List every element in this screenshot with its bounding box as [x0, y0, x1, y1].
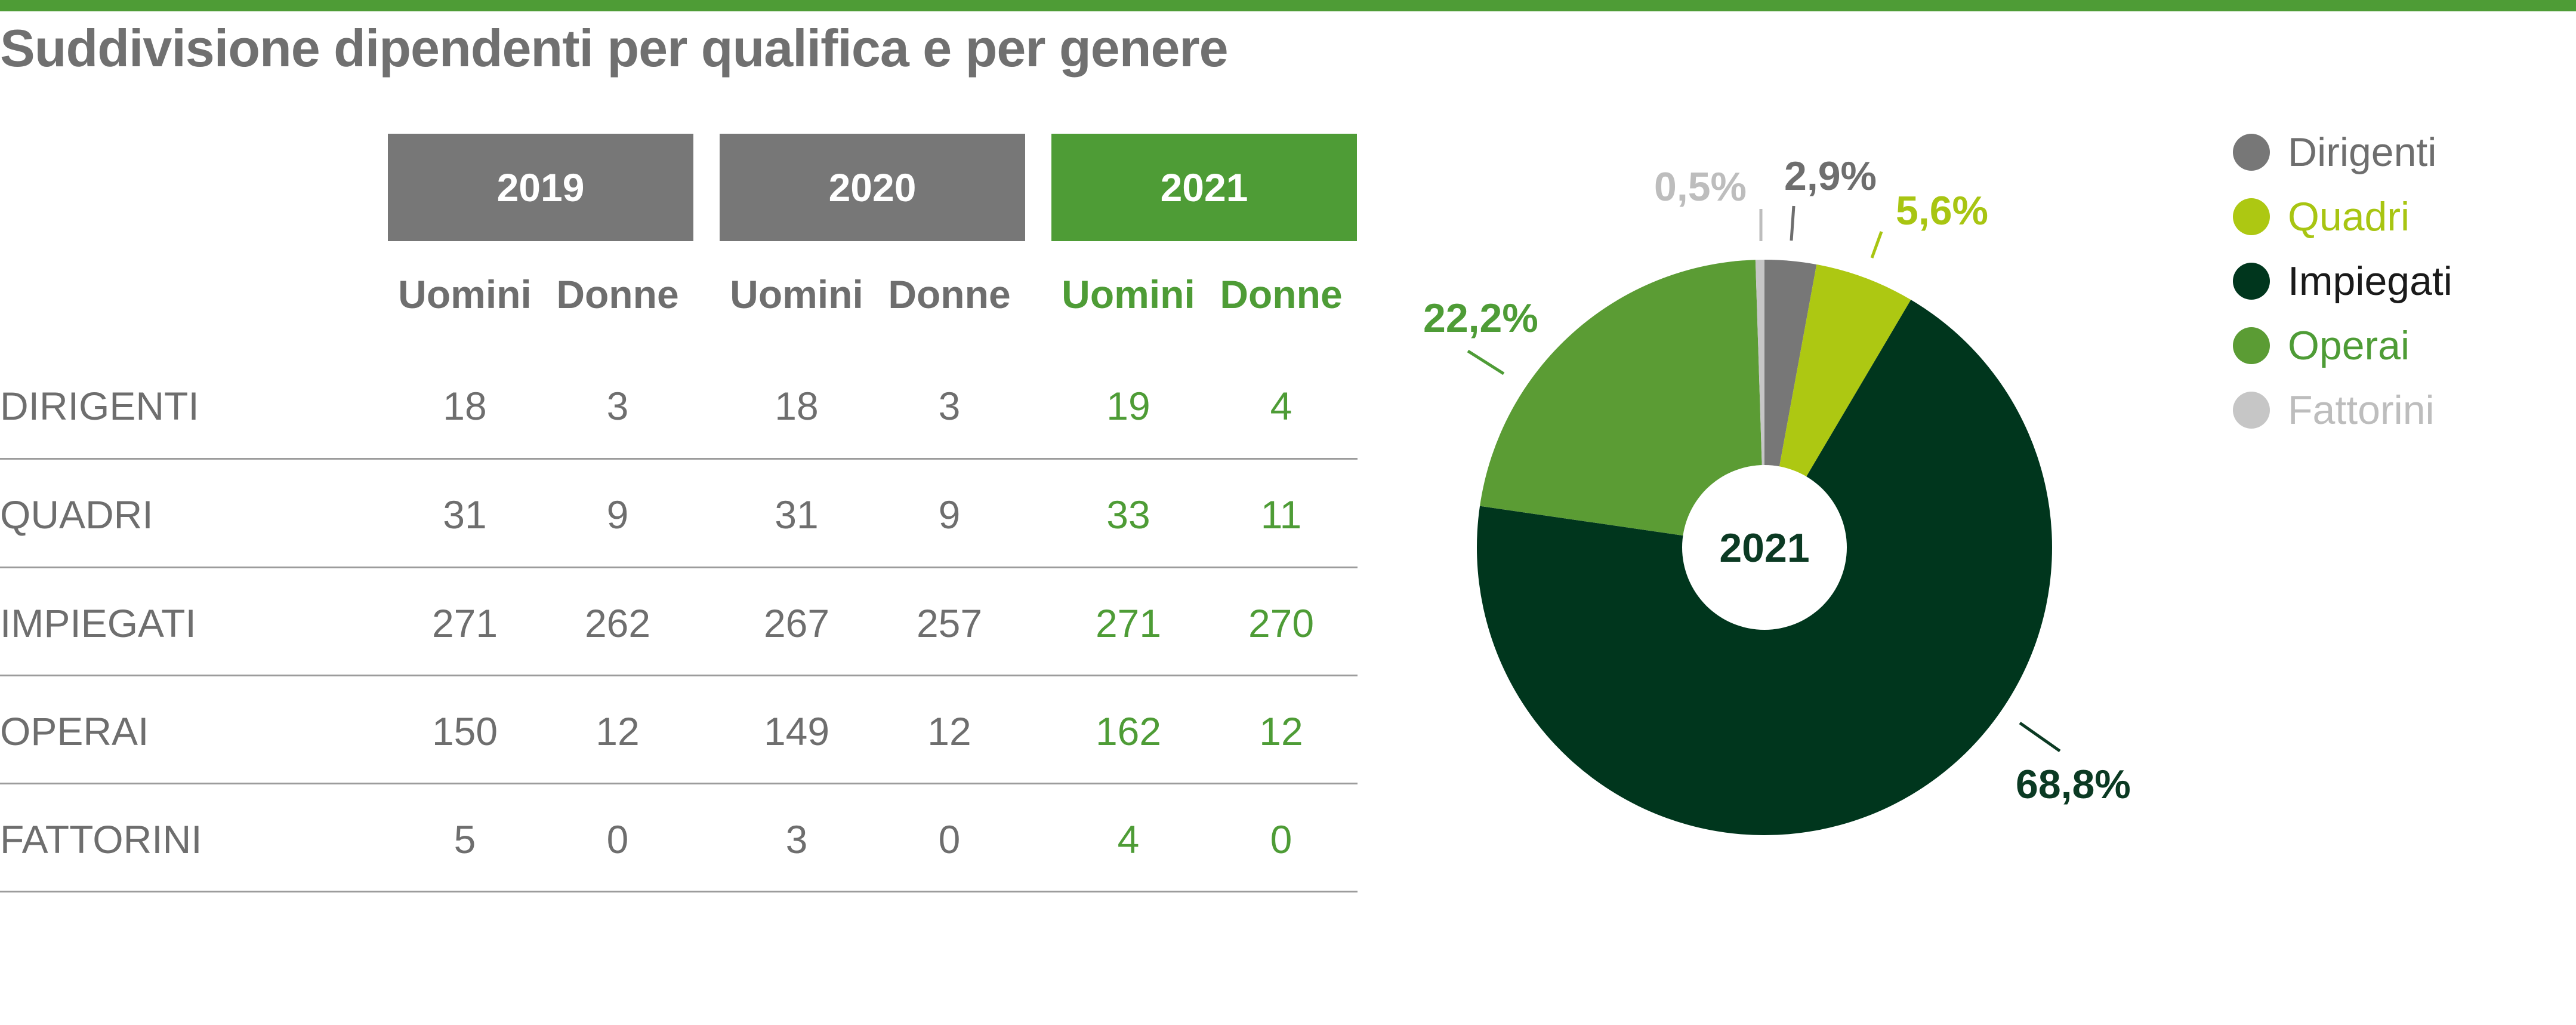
- leader-line-quadri: [1870, 231, 1883, 258]
- subheader-uomini-2021: Uomini: [1062, 272, 1195, 316]
- data-label-fattorini: 0,5%: [1654, 164, 1747, 210]
- table-cell: 12: [596, 709, 640, 753]
- table-cell: 149: [763, 709, 830, 753]
- legend-swatch-operai: [2233, 327, 2270, 364]
- subheader-uomini-2019: Uomini: [398, 272, 532, 316]
- data-label-quadri: 5,6%: [1896, 188, 1988, 233]
- table-cell: 4: [1270, 384, 1292, 428]
- legend-swatch-quadri: [2233, 198, 2270, 235]
- table-cell: 271: [1095, 601, 1162, 645]
- legend-label-impiegati: Impiegati: [2288, 258, 2452, 304]
- legend-label-quadri: Quadri: [2288, 194, 2410, 239]
- table-cell: 0: [606, 817, 629, 861]
- table-cell: 31: [775, 493, 819, 537]
- leader-line-operai: [1467, 349, 1505, 375]
- table-cell: 12: [927, 709, 971, 753]
- table-cell: 262: [584, 601, 651, 645]
- table-cell: 0: [938, 817, 961, 861]
- table-cell: 0: [1270, 817, 1292, 861]
- subheader-donne-2021: Donne: [1220, 272, 1343, 316]
- legend-swatch-fattorini: [2233, 392, 2270, 429]
- legend-swatch-impiegati: [2233, 263, 2270, 300]
- row-label-fattorini: FATTORINI: [0, 817, 202, 861]
- legend-swatch-dirigenti: [2233, 134, 2270, 171]
- pie-slice-operai: [1480, 260, 1764, 547]
- table-cell: 19: [1106, 384, 1150, 428]
- table-cell: 18: [443, 384, 487, 428]
- table-cell: 31: [443, 493, 487, 537]
- leader-line-dirigenti: [1790, 205, 1796, 241]
- table-cell: 9: [938, 493, 961, 537]
- table-cell: 270: [1248, 601, 1315, 645]
- leader-line-impiegati: [2019, 721, 2061, 753]
- table-cell: 5: [454, 817, 476, 861]
- row-label-impiegati: IMPIEGATI: [0, 601, 196, 645]
- row-divider: [0, 783, 1358, 784]
- table-cell: 271: [431, 601, 498, 645]
- page-title: Suddivisione dipendenti per qualifica e …: [0, 19, 1229, 78]
- subheader-uomini-2020: Uomini: [730, 272, 863, 316]
- table-cell: 150: [431, 709, 498, 753]
- table-cell: 11: [1260, 493, 1302, 537]
- legend-label-dirigenti: Dirigenti: [2288, 130, 2437, 175]
- table-cell: 18: [775, 384, 819, 428]
- top-accent-bar: [0, 0, 2576, 11]
- row-divider: [0, 458, 1358, 460]
- table-cell: 162: [1095, 709, 1162, 753]
- row-divider: [0, 891, 1358, 892]
- data-label-dirigenti: 2,9%: [1784, 153, 1877, 199]
- table-cell: 257: [916, 601, 983, 645]
- row-divider: [0, 675, 1358, 676]
- legend-label-operai: Operai: [2288, 323, 2410, 368]
- donut-center-label: 2021: [1719, 525, 1809, 571]
- table-cell: 3: [938, 384, 961, 428]
- legend-item-dirigenti: Dirigenti: [2233, 130, 2437, 175]
- table-cell: 3: [785, 817, 808, 861]
- table-cell: 9: [606, 493, 629, 537]
- row-label-dirigenti: DIRIGENTI: [0, 384, 199, 428]
- legend-item-impiegati: Impiegati: [2233, 258, 2452, 304]
- row-label-quadri: QUADRI: [0, 493, 153, 537]
- legend-item-fattorini: Fattorini: [2233, 387, 2435, 433]
- row-label-operai: OPERAI: [0, 709, 149, 753]
- year-header-2020: 2020: [720, 134, 1025, 241]
- year-header-2021: 2021: [1051, 134, 1357, 241]
- legend-label-fattorini: Fattorini: [2288, 387, 2435, 433]
- table-cell: 3: [606, 384, 629, 428]
- table-cell: 12: [1259, 709, 1303, 753]
- legend-item-quadri: Quadri: [2233, 194, 2410, 239]
- legend-item-operai: Operai: [2233, 323, 2410, 368]
- row-divider: [0, 567, 1358, 568]
- table-cell: 33: [1106, 493, 1150, 537]
- year-header-2019: 2019: [388, 134, 693, 241]
- table-cell: 267: [763, 601, 830, 645]
- data-label-impiegati: 68,8%: [2016, 762, 2131, 807]
- data-label-operai: 22,2%: [1423, 296, 1538, 341]
- subheader-donne-2019: Donne: [556, 272, 679, 316]
- table-cell: 4: [1117, 817, 1140, 861]
- subheader-donne-2020: Donne: [888, 272, 1011, 316]
- donut-hole: [1682, 465, 1847, 630]
